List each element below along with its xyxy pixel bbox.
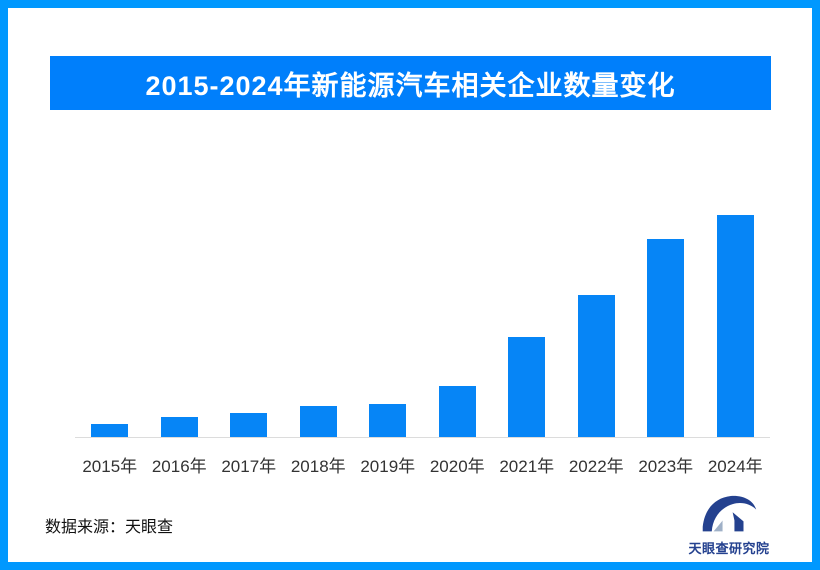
bar-column [423,215,493,437]
chart-title: 2015-2024年新能源汽车相关企业数量变化 [145,70,676,101]
x-tick-label: 2017年 [221,457,277,476]
x-axis-line [75,437,770,438]
bar-2023年 [647,239,685,437]
x-tick-label: 2020年 [429,457,485,476]
x-tick-label: 2023年 [638,457,694,476]
bar-column [701,215,771,437]
tianyancha-logo-icon [702,495,757,532]
bar-2021年 [508,337,546,437]
bar-column [562,215,632,437]
x-tick-label: 2024年 [707,457,763,476]
title-banner: 2015-2024年新能源汽车相关企业数量变化 [50,56,771,110]
bar-2020年 [438,386,476,437]
x-tick-label: 2022年 [568,457,624,476]
bar-column [631,215,701,437]
brand-logo-block: 天眼查研究院 [688,494,770,557]
bar-2022年 [577,295,615,437]
bar-column [75,215,145,437]
bar-2017年 [230,413,268,437]
bar-columns [75,215,770,437]
bar-column [214,215,284,437]
bar-chart: 2015年 2016年 2017年 2018年 2019年 2020年 2021年 2022年… [75,215,770,477]
bar-column [284,215,354,437]
bar-2018年 [299,406,337,437]
x-tick-label: 2015年 [82,457,138,476]
x-axis-labels: 2015年 2016年 2017年 2018年 2019年 2020年 2021年 2022年… [75,452,770,477]
bar-2024年 [716,215,754,437]
bar-column [145,215,215,437]
x-tick-label: 2016年 [151,457,207,476]
brand-name: 天眼查研究院 [688,541,770,556]
bar-2019年 [369,404,407,437]
data-source-note: 数据来源：天眼查 [45,519,174,536]
x-tick-label: 2019年 [360,457,416,476]
x-tick-label: 2018年 [290,457,346,476]
bar-column [353,215,423,437]
bar-2015年 [91,424,129,437]
bar-2016年 [160,417,198,437]
x-tick-label: 2021年 [499,457,555,476]
bar-column [492,215,562,437]
